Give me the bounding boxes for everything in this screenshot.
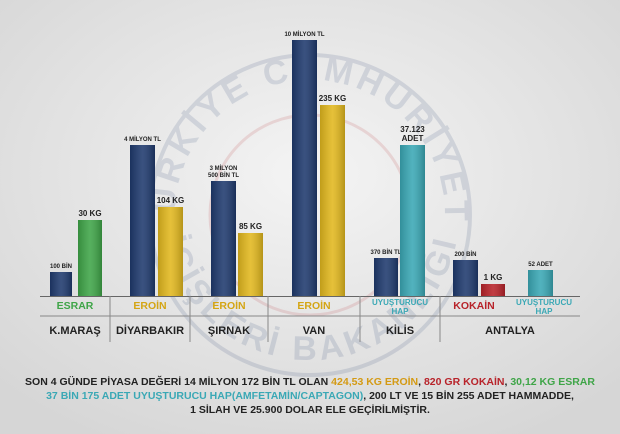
city-label: KİLİS [386,324,414,337]
bar-label: 200 BİN [454,251,476,258]
bar-label: 85 KG [239,222,262,231]
footer-segment: 424,53 KG EROİN [331,375,418,388]
city-label: VAN [303,325,325,337]
bar-shade [481,284,505,296]
bar-shade [528,270,553,296]
drug-label: ESRAR [57,300,94,312]
bar-shade [374,258,398,296]
bar-shade [238,233,263,296]
bar-shade [50,272,72,296]
city-label: ANTALYA [485,325,535,337]
drug-label: EROİN [212,299,245,312]
footer-line: 1 SİLAH VE 25.900 DOLAR ELE GEÇİRİLMİŞTİ… [190,403,430,416]
bar-label: 100 BİN [50,263,72,270]
bar-label: 10 MİLYON TL [284,31,324,38]
bar-label: 37.123 [400,125,425,134]
footer: SON 4 GÜNDE PİYASA DEĞERİ 14 MİLYON 172 … [25,375,595,416]
bar-label: 235 KG [319,94,347,103]
bar-shade [292,40,317,296]
city-label: DİYARBAKIR [116,324,184,337]
bar-label: 3 MİLYON [210,165,238,172]
bar-shade [211,181,236,296]
bar-label: 104 KG [157,196,185,205]
footer-segment: , [418,376,424,388]
bar-shade [78,220,102,296]
city-label: ŞIRNAK [208,325,250,337]
footer-line: 37 BİN 175 ADET UYUŞTURUCU HAP(AMFETAMİN… [46,389,574,402]
footer-segment: 37 BİN 175 ADET UYUŞTURUCU HAP(AMFETAMİN… [46,389,363,402]
bar-label: 370 BİN TL [370,249,401,256]
bar-label: 4 MİLYON TL [124,136,161,143]
drug-label: HAP [392,307,410,316]
bar-label: 1 KG [484,273,503,282]
footer-line: SON 4 GÜNDE PİYASA DEĞERİ 14 MİLYON 172 … [25,375,595,388]
drug-label: EROİN [133,299,166,312]
bar-shade [320,105,345,296]
drug-label: EROİN [297,299,330,312]
footer-segment: SON 4 GÜNDE PİYASA DEĞERİ 14 MİLYON 172 … [25,375,331,388]
bar-label: ADET [402,134,424,143]
footer-segment: 30,12 KG ESRAR [510,376,595,388]
drug-label: UYUŞTURUCU [372,298,428,307]
drug-label: KOKAİN [453,299,494,312]
bar-shade [130,145,155,296]
bar-label: 52 ADET [528,262,553,268]
bar-shade [400,145,425,296]
footer-segment: 1 SİLAH VE 25.900 DOLAR ELE GEÇİRİLMİŞTİ… [190,403,430,416]
drug-label: UYUŞTURUCU [516,298,572,307]
drug-label: HAP [536,307,554,316]
footer-segment: 820 GR KOKAİN [424,375,505,388]
bar-label: 30 KG [78,209,101,218]
city-label: K.MARAŞ [49,325,100,337]
bar-shade [158,207,183,296]
footer-segment: , 200 LT VE 15 BİN 255 ADET HAMMADDE, [363,389,574,402]
footer-segment: , [505,376,511,388]
bar-label: 500 BİN TL [208,172,239,179]
bar-shade [453,260,478,296]
chart: K.MARAŞ ESRAR 100 BİN 30 KG DİYARBAKIR EROİN 4… [40,31,580,342]
